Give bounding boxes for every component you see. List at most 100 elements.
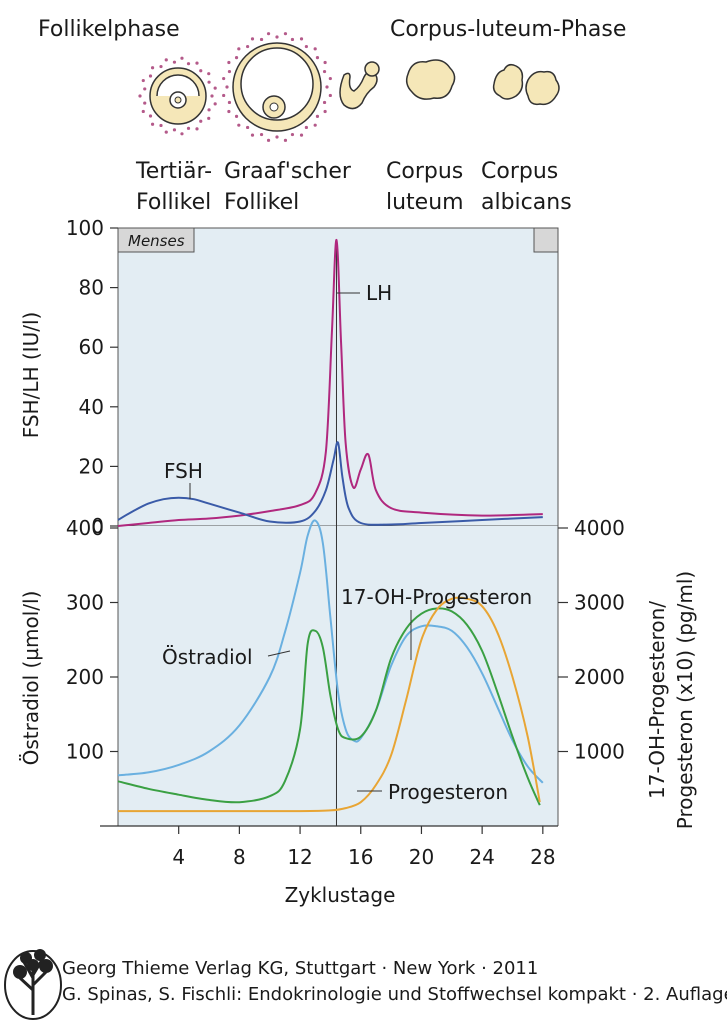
follicle-dot (143, 87, 147, 91)
follicle-dot (199, 119, 203, 123)
upper-y-tick-label: 20 (79, 454, 104, 478)
follicle-dot (250, 37, 255, 41)
follicle-dot (313, 123, 317, 127)
lower-y-tick-label: 100 (66, 740, 104, 764)
follicle-dot (222, 76, 226, 81)
follicle-dot (227, 69, 232, 74)
follicle-dot (246, 44, 250, 49)
follicle-dot (315, 114, 320, 118)
x-tick-label: 4 (172, 845, 185, 869)
lower-y2-tick-label: 1000 (574, 740, 625, 764)
follicle-dot (325, 85, 329, 89)
follicle-dot (225, 85, 229, 89)
upper-y-tick-label: 0 (91, 514, 104, 538)
publisher-line: Georg Thieme Verlag KG, Stuttgart · New … (62, 958, 539, 979)
stage-label-albicans-line2: albicans (481, 190, 572, 215)
lower-y2-tick-label: 2000 (574, 665, 625, 689)
phase-label-luteal: Corpus-luteum-Phase (390, 17, 627, 42)
follicle-dot (148, 114, 153, 118)
follicle-dot (315, 56, 320, 60)
follicle-dot (237, 123, 241, 127)
follicle-dot (141, 109, 145, 114)
follicle-dot (234, 56, 239, 60)
follicle-dot (150, 66, 155, 70)
follicle-dot (313, 47, 317, 51)
x-tick-label: 28 (530, 845, 555, 869)
follicle-dot (172, 128, 177, 132)
follicle-dot (186, 126, 191, 130)
follicle-dot (299, 37, 304, 41)
follicle-dot (207, 80, 211, 84)
follicle-dot (266, 138, 271, 142)
follicle-dot (237, 47, 241, 51)
follicle-dot (150, 122, 155, 126)
follicle-dot (304, 44, 308, 49)
follicle-dot (195, 61, 199, 65)
menses-band-end (533, 227, 559, 253)
follicle-dot (222, 93, 226, 98)
citation-line: G. Spinas, S. Fischli: Endokrinologie un… (62, 984, 727, 1005)
stage-label-tertiary-line1: Tertiär- (136, 159, 213, 184)
follicle-dot (207, 116, 211, 120)
follicle-dot (180, 132, 184, 136)
follicle-dot (195, 127, 199, 131)
stage-label-albicans-line1: Corpus (481, 159, 559, 184)
follicle-dot (186, 62, 191, 66)
graafian-follicle-illustration (222, 32, 332, 142)
series-line-progesteron (118, 596, 541, 813)
follicle-dot (299, 133, 304, 137)
follicle-dot (227, 100, 232, 105)
follicle-dots (222, 32, 332, 142)
follicle-dot (159, 64, 163, 69)
x-axis: 4 8 12 16 20 24 28 (172, 826, 556, 869)
follicle-dot (328, 93, 332, 98)
follicle-dot (322, 69, 327, 74)
stage-label-graaf-line1: Graaf'scher (224, 159, 351, 184)
stage-label-graaf-line2: Follikel (224, 190, 300, 215)
follicle-dot (227, 109, 231, 114)
follicle-dot (322, 100, 327, 105)
lower-series (117, 519, 544, 813)
follicle-dot (141, 78, 145, 83)
stage-label-luteum-line2: luteum (386, 190, 464, 215)
series-line-fsh (117, 441, 543, 526)
follicle-dot (213, 86, 217, 90)
publisher-tree-logo (4, 949, 62, 1020)
follicle-dot (143, 101, 147, 105)
series-line--stradiol (117, 519, 544, 784)
follicle-dot (227, 60, 231, 65)
corpus-albicans-illustration (492, 63, 560, 106)
x-tick-label: 24 (469, 845, 494, 869)
upper-series (117, 238, 543, 527)
follicle-dot (210, 94, 214, 98)
follicle-dot (259, 132, 264, 137)
phase-label-follicular: Follikelphase (38, 17, 180, 42)
follicle-dot (250, 133, 255, 137)
follicle-illustrations (138, 32, 560, 142)
lower-y-axis-right: 1000 2000 3000 4000 (558, 516, 625, 764)
follicle-dot (172, 60, 177, 64)
follicle-dot (328, 76, 332, 81)
follicle-dot (259, 37, 264, 42)
lower-y2-tick-label: 4000 (574, 516, 625, 540)
follicle-dot (290, 132, 295, 137)
upper-y-axis: 0 20 40 60 80 100 (66, 216, 118, 538)
oestradiol-leader-line (267, 650, 291, 657)
follicle-dot (164, 58, 168, 62)
follicle-dot (275, 135, 279, 139)
x-tick-label: 12 (287, 845, 312, 869)
follicle-dot (323, 60, 327, 65)
lower-plot-background (118, 526, 558, 826)
follicle-dot (304, 125, 308, 130)
lower-y-tick-label: 300 (66, 591, 104, 615)
follicle-dot (164, 130, 168, 134)
series-label-17oh-progesteron: 17-OH-Progesteron (341, 585, 532, 609)
lower-y-tick-label: 400 (66, 516, 104, 540)
follicle-dot (275, 35, 279, 39)
follicle-dot (290, 37, 295, 42)
x-tick-label: 8 (233, 845, 246, 869)
follicle-dots (138, 56, 217, 136)
follicle-dot (207, 72, 211, 76)
upper-y-tick-label: 40 (79, 395, 104, 419)
follicle-dot (323, 109, 327, 114)
